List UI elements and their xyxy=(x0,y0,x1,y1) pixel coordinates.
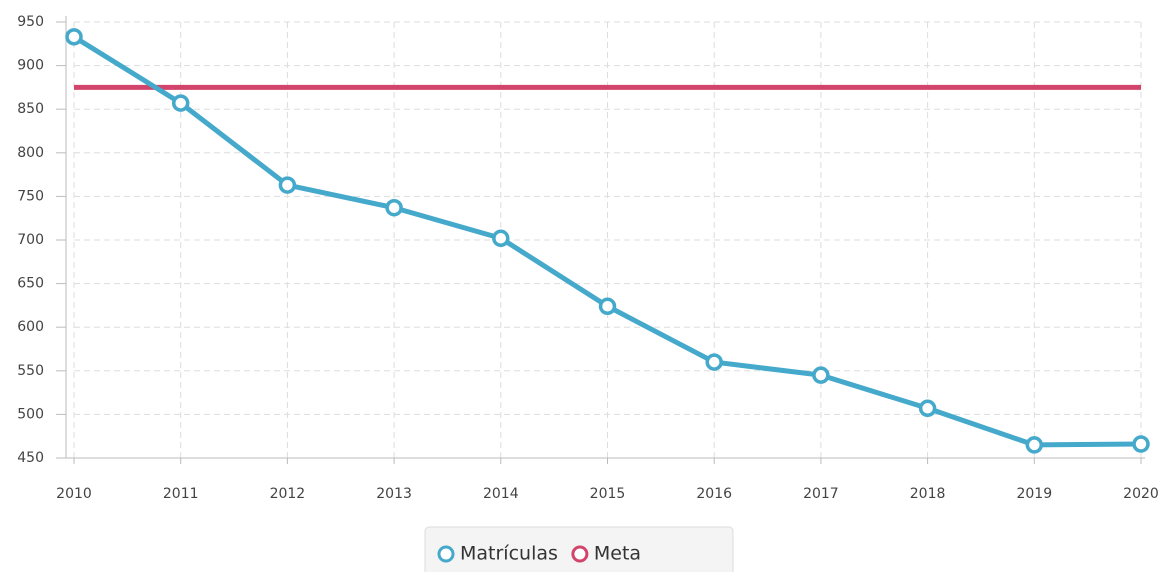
x-tick-label: 2010 xyxy=(56,486,92,502)
x-tick-label: 2014 xyxy=(483,486,519,502)
y-tick-label: 500 xyxy=(17,406,44,422)
x-tick-label: 2012 xyxy=(270,486,306,502)
x-tick-label: 2017 xyxy=(803,486,839,502)
point xyxy=(812,366,830,384)
point xyxy=(918,399,937,418)
x-tick-label: 2020 xyxy=(1123,486,1159,502)
y-tick-label: 750 xyxy=(17,188,44,204)
point xyxy=(1025,436,1044,454)
point xyxy=(65,28,83,46)
y-tick-label: 800 xyxy=(17,145,44,161)
y-tick-label: 900 xyxy=(17,58,44,74)
x-tick-label: 2019 xyxy=(1016,486,1052,502)
point xyxy=(385,198,403,217)
legend-label: Meta xyxy=(594,543,641,565)
point xyxy=(598,297,617,316)
legend-label: Matrículas xyxy=(460,543,558,565)
point xyxy=(278,176,297,194)
y-tick-label: 600 xyxy=(17,319,44,335)
y-tick-label: 850 xyxy=(17,101,44,117)
point xyxy=(705,353,723,371)
y-tick-label: 950 xyxy=(17,14,44,30)
y-tick-label: 550 xyxy=(17,363,44,379)
x-tick-label: 2015 xyxy=(590,486,626,502)
x-tick-label: 2011 xyxy=(163,486,199,502)
y-tick-label: 650 xyxy=(17,276,44,292)
y-tick-label: 450 xyxy=(17,450,44,466)
legend-marker xyxy=(571,545,589,563)
x-tick-label: 2013 xyxy=(376,486,412,502)
point xyxy=(1132,435,1150,453)
point xyxy=(492,229,510,248)
x-tick-label: 2016 xyxy=(696,486,732,502)
legend-marker xyxy=(437,545,455,563)
point xyxy=(171,94,190,112)
x-tick-label: 2018 xyxy=(910,486,946,502)
y-tick-label: 700 xyxy=(17,232,44,248)
